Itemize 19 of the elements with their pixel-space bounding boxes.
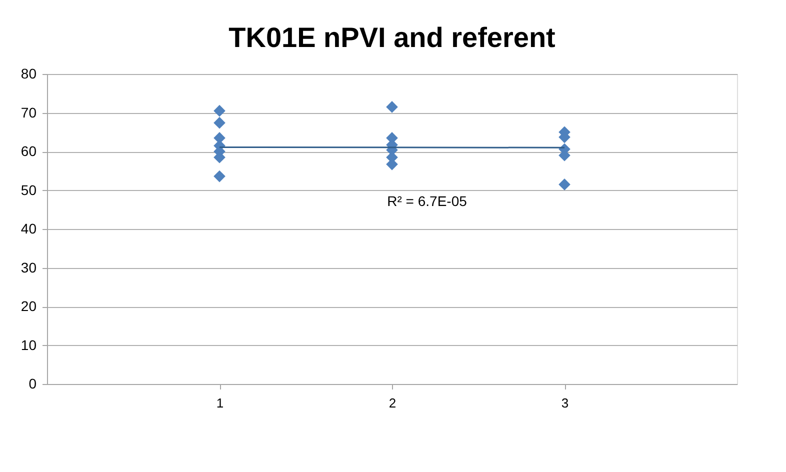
y-tick-label: 70: [20, 104, 37, 120]
y-tick-label: 50: [20, 182, 37, 198]
y-tick-label: 80: [20, 66, 37, 82]
y-tick-label: 30: [20, 259, 37, 276]
x-tick-label: 1: [216, 396, 224, 410]
x-tick-label: 2: [388, 396, 396, 410]
y-tick-label: 0: [28, 376, 37, 392]
point: [214, 116, 226, 129]
point: [386, 101, 398, 113]
y-tick-label: 10: [20, 336, 37, 353]
y-tick-label: 60: [20, 143, 37, 159]
point: [214, 104, 226, 117]
y-tick-label: 20: [20, 298, 37, 314]
point: [558, 178, 570, 190]
x-tick-label: 3: [561, 396, 569, 410]
point: [214, 170, 226, 182]
y-tick-label: 40: [20, 220, 37, 236]
annotation: R² = 6.7E-05: [387, 193, 468, 209]
chart-title: TK01E nPVI and referent: [228, 22, 556, 53]
